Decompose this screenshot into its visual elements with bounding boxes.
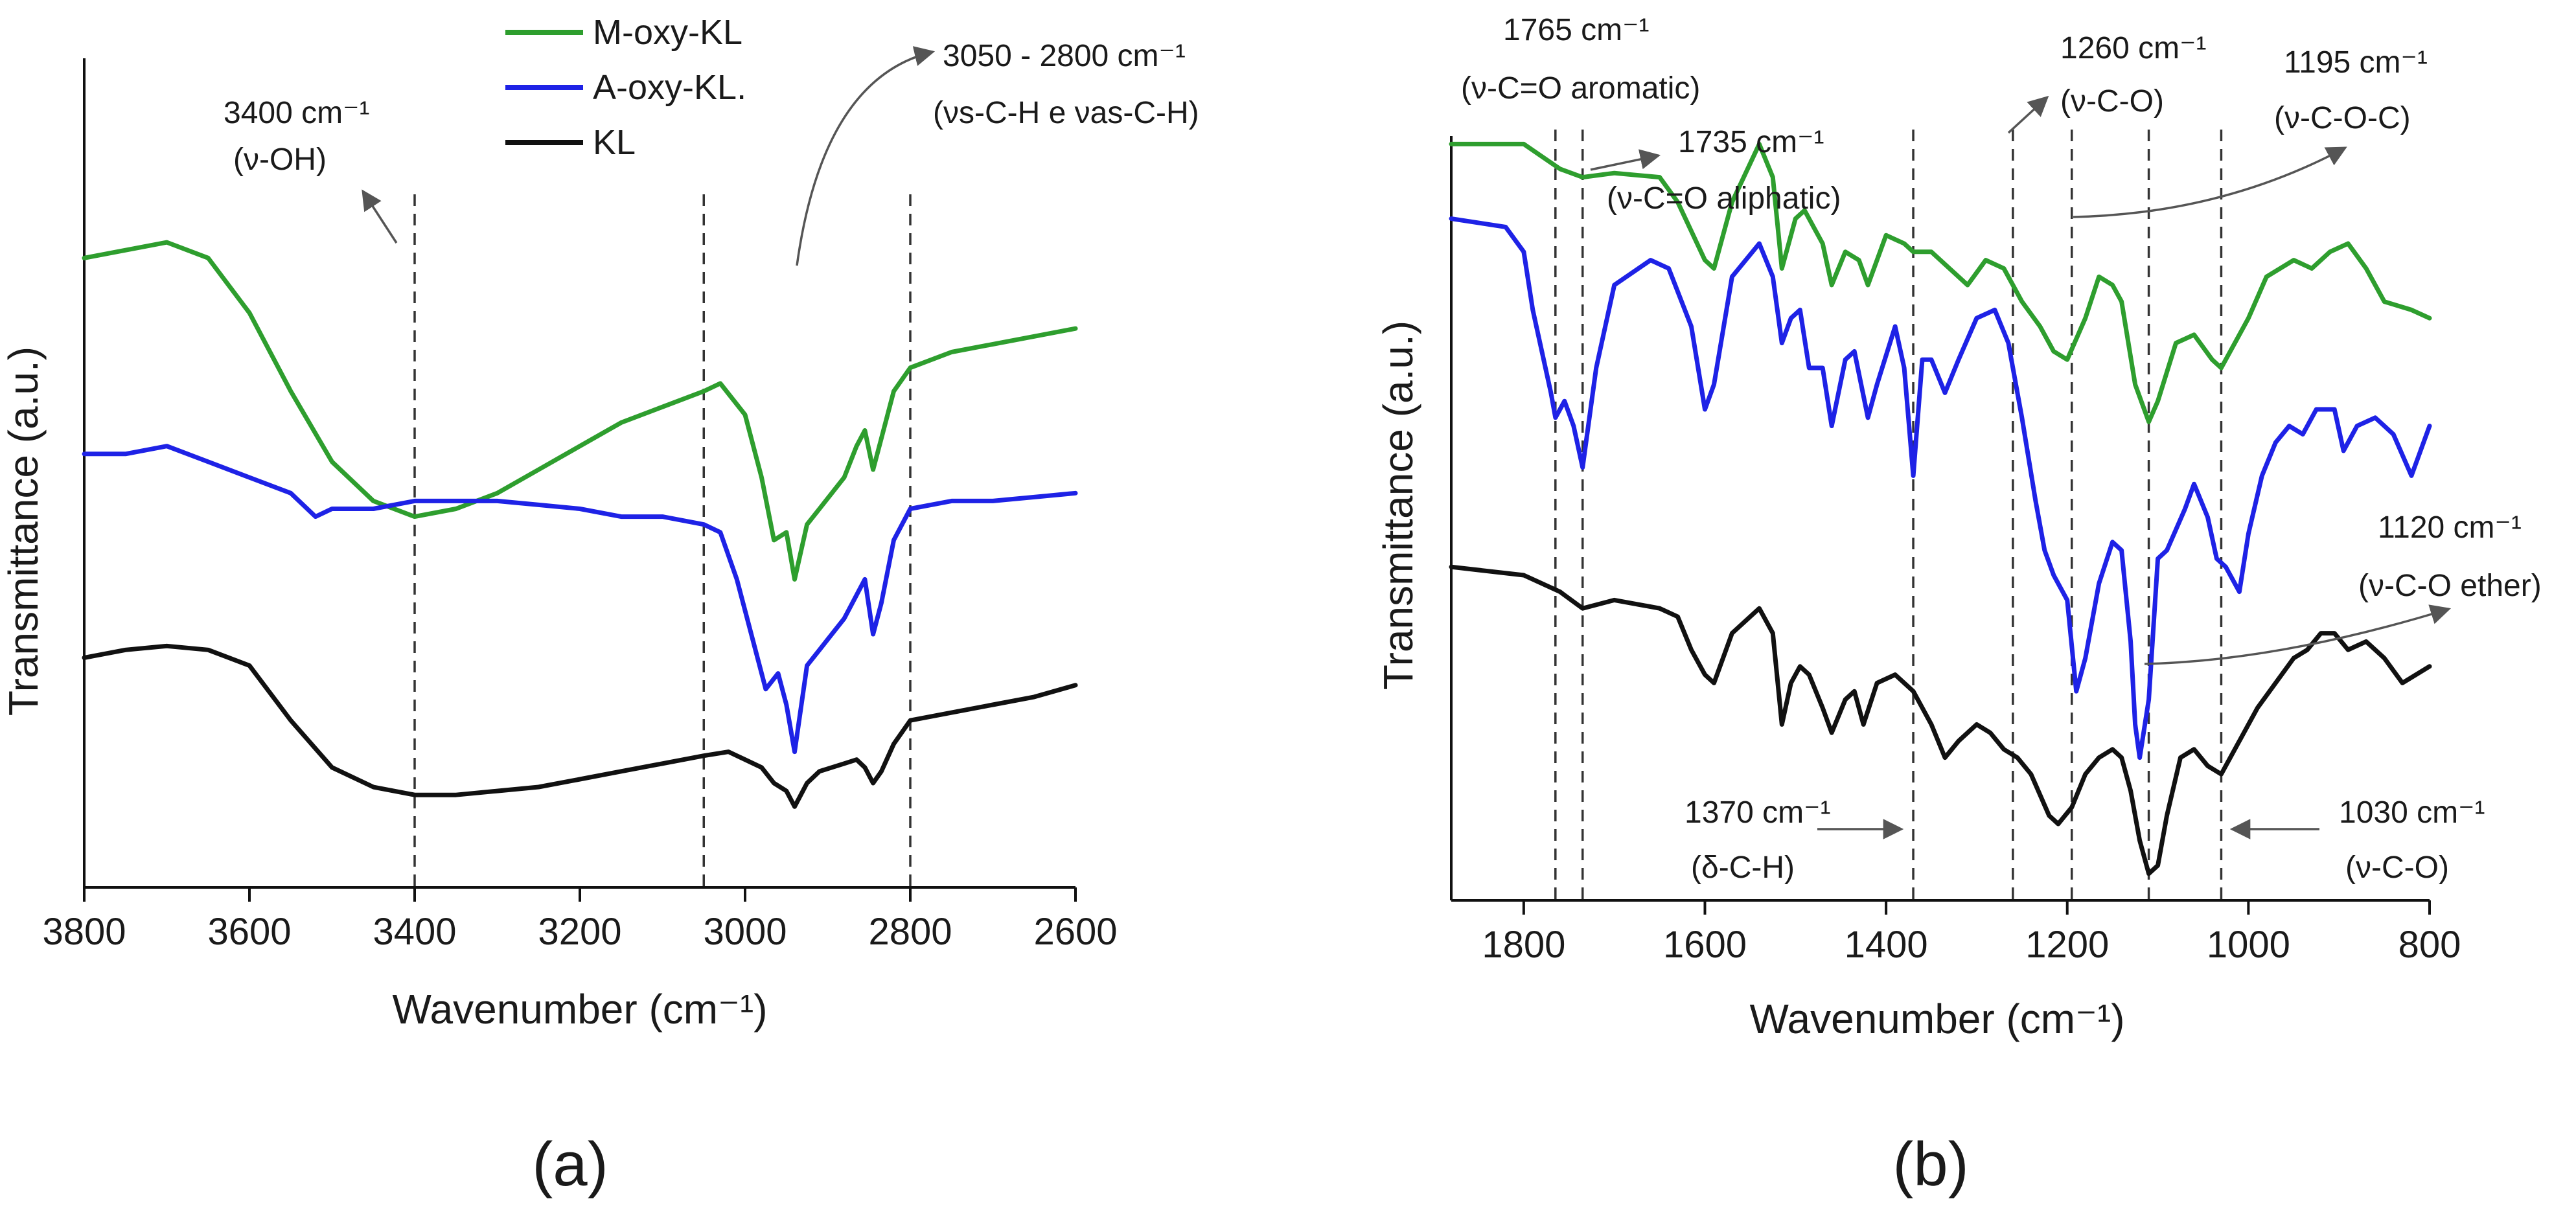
panel-b-xlabel: Wavenumber (cm⁻¹)	[1749, 996, 2124, 1042]
annotation-1735-arrow	[1590, 149, 1661, 171]
annotation-ch-arrow	[796, 46, 936, 266]
annotation-1260-arrow	[2007, 95, 2049, 134]
panel-a-xtick-label-3800: 3800	[42, 911, 126, 953]
panel-b-xtick-label-1000: 1000	[2207, 924, 2290, 966]
annotation-1030-label: (ν-C-O)	[2345, 850, 2449, 885]
panel-a-ylabel: Transmittance (a.u.)	[0, 347, 47, 716]
panel-b-series-kl	[1449, 564, 2432, 876]
panel-a-series-a-oxy-kl	[82, 444, 1078, 755]
legend-label-kl: KL	[593, 123, 636, 162]
panel-a-chart: Transmittance (a.u.) 3800 3600 3400 3200 300…	[0, 13, 1199, 1199]
panel-a-xtick-label-3600: 3600	[207, 911, 291, 953]
panel-b-series-m-oxy-kl	[1449, 141, 2432, 424]
panel-a-xtick-label-3000: 3000	[703, 911, 787, 953]
annotation-1195-arrow	[2073, 146, 2347, 218]
annotation-1030-value: 1030 cm⁻¹	[2339, 795, 2485, 830]
panel-a-legend: M-oxy-KL A-oxy-KL. KL	[505, 13, 746, 162]
annotation-1735-label: (ν-C=O aliphatic)	[1607, 181, 1841, 216]
panel-b-xtick-label-1600: 1600	[1663, 924, 1747, 966]
annotation-1370-value: 1370 cm⁻¹	[1685, 795, 1830, 830]
panel-b-chart: Transmittance (a.u.) 1800 1600 1400 1200 100…	[1375, 13, 2542, 1199]
legend-label-m-oxy-kl: M-oxy-KL	[593, 13, 742, 52]
annotation-1120-arrow	[2144, 604, 2452, 665]
panel-b-xtick-label-1400: 1400	[1845, 924, 1928, 966]
panel-a-series-m-oxy-kl	[82, 240, 1078, 582]
panel-a-label: (a)	[532, 1130, 608, 1199]
annotation-1120-value: 1120 cm⁻¹	[2378, 510, 2522, 545]
panel-b-label: (b)	[1892, 1130, 1968, 1199]
annotation-1195-label: (ν-C-O-C)	[2274, 101, 2411, 135]
panel-a-xtick-label-2600: 2600	[1033, 911, 1117, 953]
annotation-ch-label: (νs-C-H e νas-C-H)	[933, 96, 1199, 130]
annotation-1195-value: 1195 cm⁻¹	[2284, 45, 2428, 80]
panel-b-xtick-label-1800: 1800	[1482, 924, 1565, 966]
panel-a-xtick-label-3400: 3400	[373, 911, 456, 953]
annotation-1765-value: 1765 cm⁻¹	[1503, 13, 1649, 47]
annotation-3400-value: 3400 cm⁻¹	[224, 96, 369, 130]
annotation-1120-label: (ν-C-O ether)	[2358, 569, 2542, 603]
annotation-1370-label: (δ-C-H)	[1691, 850, 1795, 885]
annotation-1260-label: (ν-C-O)	[2060, 84, 2164, 119]
annotation-3400-arrow	[362, 189, 398, 244]
annotation-ch-value: 3050 - 2800 cm⁻¹	[943, 39, 1186, 73]
annotation-1735-value: 1735 cm⁻¹	[1678, 125, 1824, 159]
legend-label-a-oxy-kl: A-oxy-KL.	[593, 68, 746, 107]
panel-b-series-a-oxy-kl	[1449, 216, 2432, 760]
annotation-1260-value: 1260 cm⁻¹	[2060, 31, 2206, 65]
annotation-3400-label: (ν-OH)	[233, 143, 327, 177]
panel-a-xtick-label-3200: 3200	[538, 911, 621, 953]
panel-a-xlabel: Wavenumber (cm⁻¹)	[392, 986, 767, 1033]
panel-a-series-kl	[82, 643, 1078, 809]
panel-b-xtick-label-1200: 1200	[2025, 924, 2109, 966]
panel-b-ylabel: Transmittance (a.u.)	[1375, 321, 1421, 690]
panel-a-xtick-label-2800: 2800	[868, 911, 952, 953]
annotation-1765-label: (ν-C=O aromatic)	[1461, 71, 1700, 106]
panel-b-xtick-label-800: 800	[2398, 924, 2461, 966]
